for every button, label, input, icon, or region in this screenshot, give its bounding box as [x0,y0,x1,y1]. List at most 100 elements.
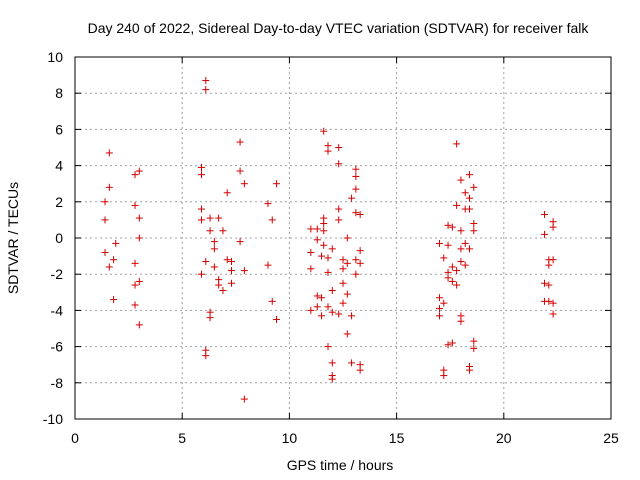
data-point [320,127,328,135]
data-point [228,267,236,275]
data-point [435,312,443,320]
data-point [206,227,214,235]
data-point [197,163,205,171]
data-point [461,261,469,269]
y-tick-label: 2 [55,194,63,210]
data-point [236,238,244,246]
x-tick-label: 15 [389,430,405,446]
data-point [343,259,351,267]
data-point [465,205,473,213]
x-tick-label: 10 [282,430,298,446]
data-point [131,171,139,179]
data-point [273,315,281,323]
data-point [440,372,448,380]
y-tick-label: -10 [43,411,63,427]
data-point [356,247,364,255]
data-point [545,297,553,305]
data-point [228,279,236,287]
data-point [541,279,549,287]
data-point [356,366,364,374]
data-point [135,234,143,242]
data-point [339,279,347,287]
data-point [206,314,214,322]
data-point [197,205,205,213]
data-point [324,254,332,262]
data-point [328,286,336,294]
data-point [541,230,549,238]
data-point [313,292,321,300]
data-point [470,183,478,191]
data-point [457,176,465,184]
data-point [202,86,210,94]
data-point [549,299,557,307]
data-point [435,294,443,302]
data-point [197,216,205,224]
data-point [549,256,557,264]
data-point [328,359,336,367]
data-point [461,189,469,197]
data-point [236,167,244,175]
data-point [339,265,347,273]
data-point [264,200,272,208]
data-point [549,310,557,318]
data-point [457,227,465,235]
data-point [307,248,315,256]
data-point [444,241,452,249]
data-point [440,299,448,307]
data-point [313,236,321,244]
data-point [339,256,347,264]
data-point [135,321,143,329]
data-point [440,254,448,262]
data-point [273,180,281,188]
data-point [320,241,328,249]
data-point [457,317,465,325]
data-point [348,359,356,367]
data-point [101,248,109,256]
data-point [448,277,456,285]
data-point [110,296,118,304]
data-point [105,149,113,157]
data-point [328,375,336,383]
data-point [202,77,210,85]
x-axis-title: GPS time / hours [287,457,394,473]
data-point [348,194,356,202]
data-point [318,252,326,260]
data-point [320,220,328,228]
data-point [335,205,343,213]
data-point [135,277,143,285]
data-point [324,147,332,155]
y-tick-labels: -10 -8 -6 -4 -2 0 2 4 6 8 10 [43,49,63,427]
data-point [219,286,227,294]
x-tick-label: 0 [71,430,79,446]
y-tick-label: -6 [51,339,64,355]
x-tick-label: 5 [178,430,186,446]
data-point [228,258,236,266]
data-point [268,216,276,224]
data-point [307,306,315,314]
data-point [444,221,452,229]
data-point [202,258,210,266]
data-point [348,312,356,320]
data-point [101,198,109,206]
data-point [352,185,360,193]
data-point [324,268,332,276]
data-point [215,214,223,222]
data-point [465,366,473,374]
data-point [110,256,118,264]
y-tick-label: -4 [51,302,64,318]
data-point [470,344,478,352]
data-point [457,258,465,266]
axis-ticks [74,56,612,420]
data-point [545,261,553,269]
data-point [545,281,553,289]
data-point [444,341,452,349]
y-tick-label: 10 [47,49,63,65]
data-point [197,171,205,179]
data-point [352,209,360,217]
data-point [352,270,360,278]
data-point [352,256,360,264]
data-point [435,305,443,313]
data-point [236,138,244,146]
data-point [328,245,336,253]
